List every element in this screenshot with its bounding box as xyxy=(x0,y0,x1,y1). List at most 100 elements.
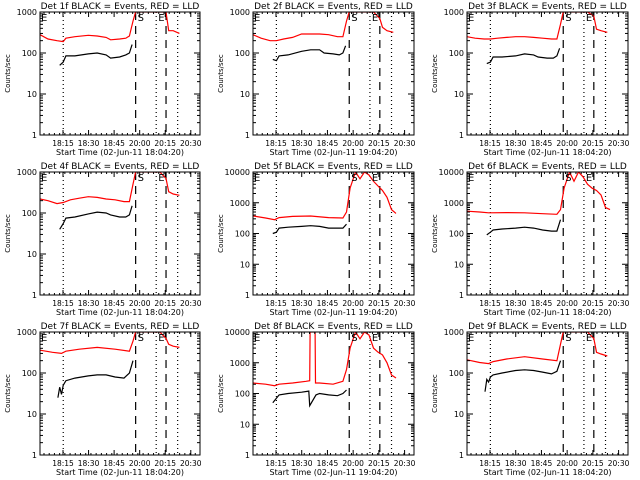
series-lld xyxy=(40,172,180,205)
plot-frame xyxy=(466,11,629,136)
x-tick-label: 18:30 xyxy=(291,299,313,308)
panel-det-9: 1 10 100 1000 18:15 18:30 18:45 20:00 20:15 20:30… xyxy=(431,322,630,477)
x-tick-label: 18:30 xyxy=(505,459,527,468)
event-marker-label: E xyxy=(41,333,47,344)
series-events xyxy=(57,360,134,398)
x-tick-label: 20:30 xyxy=(608,459,630,468)
x-tick-label: 18:15 xyxy=(52,299,74,308)
plot-frame xyxy=(466,331,629,456)
y-tick-label: 1000 xyxy=(17,328,37,337)
y-tick-label: 1 xyxy=(459,451,464,460)
event-marker-label: E xyxy=(41,173,47,184)
event-marker-label: E xyxy=(158,173,164,184)
y-tick-label: 1000 xyxy=(230,359,250,368)
panel-title: Det 6f BLACK = Events, RED = LLD xyxy=(468,162,627,172)
y-tick-label: 1000 xyxy=(444,328,464,337)
plot-frame xyxy=(39,171,201,296)
x-tick-label: 18:45 xyxy=(103,459,125,468)
y-tick-label: 10 xyxy=(27,90,37,99)
x-axis-label: Start Time (02-Jun-11 19:04:20) xyxy=(270,308,398,317)
event-marker-label: S xyxy=(565,173,571,184)
event-marker-label: E xyxy=(254,173,260,184)
event-marker-label: E xyxy=(372,333,378,344)
x-tick-label: 18:30 xyxy=(505,139,527,148)
panel-title: Det 9f BLACK = Events, RED = LLD xyxy=(468,322,627,332)
x-tick-label: 18:15 xyxy=(265,459,287,468)
series-lld xyxy=(253,332,397,387)
y-tick-label: 1000 xyxy=(444,199,464,208)
event-marker-label: E xyxy=(468,13,474,24)
y-tick-label: 10 xyxy=(27,250,37,259)
y-tick-label: 1 xyxy=(32,451,37,460)
event-marker-label: E xyxy=(372,13,378,24)
plot-frame xyxy=(466,171,629,296)
event-marker-label: E xyxy=(254,333,260,344)
x-tick-label: 20:30 xyxy=(180,139,202,148)
plot-frame xyxy=(252,331,415,456)
event-marker-label: E xyxy=(586,173,592,184)
x-tick-label: 20:15 xyxy=(154,139,176,148)
panel-title: Det 5f BLACK = Events, RED = LLD xyxy=(254,162,413,172)
panel-det-8: 1 10 100 1000 10000 18:15 18:30 18:45 20:00 20:15… xyxy=(217,322,416,477)
x-tick-label: 20:00 xyxy=(342,459,364,468)
panel-det-7: 1 10 100 1000 18:15 18:30 18:45 20:00 20:15 20:30… xyxy=(4,322,202,477)
x-tick-label: 20:30 xyxy=(394,299,416,308)
panel-det-2: 1 10 100 1000 18:15 18:30 18:45 20:00 20:15 20:30… xyxy=(217,2,416,157)
x-tick-label: 20:30 xyxy=(180,459,202,468)
plot-frame xyxy=(252,171,415,296)
y-tick-label: 100 xyxy=(235,230,250,239)
series-events xyxy=(59,205,133,230)
x-tick-label: 20:00 xyxy=(556,299,578,308)
event-marker-label: E xyxy=(158,333,164,344)
x-tick-label: 18:45 xyxy=(103,139,125,148)
series-lld xyxy=(40,12,180,43)
x-tick-label: 18:45 xyxy=(531,139,553,148)
x-tick-label: 18:45 xyxy=(531,459,553,468)
y-tick-label: 1000 xyxy=(230,8,250,17)
series-events xyxy=(59,44,133,66)
x-tick-label: 18:45 xyxy=(317,459,339,468)
x-tick-label: 20:15 xyxy=(582,459,604,468)
y-tick-label: 1000 xyxy=(17,168,37,177)
series-lld xyxy=(253,172,397,221)
series-lld xyxy=(253,12,394,42)
x-tick-label: 18:15 xyxy=(265,139,287,148)
x-tick-label: 18:15 xyxy=(52,139,74,148)
panel-det-3: 1 10 100 1000 18:15 18:30 18:45 20:00 20:15 20:30… xyxy=(431,2,630,157)
series-lld xyxy=(40,332,180,355)
y-axis-label: Counts/sec xyxy=(4,214,12,253)
series-events xyxy=(272,389,347,408)
y-axis-label: Counts/sec xyxy=(4,374,12,413)
y-tick-label: 100 xyxy=(449,230,464,239)
panel-det-1: 1 10 100 1000 18:15 18:30 18:45 20:00 20:15 20:30… xyxy=(4,2,202,157)
x-axis-label: Start Time (02-Jun-11 18:04:20) xyxy=(56,308,184,317)
x-axis-label: Start Time (02-Jun-11 19:04:20) xyxy=(270,468,398,477)
series-events xyxy=(272,223,347,235)
series-events xyxy=(484,360,562,392)
event-marker-label: E xyxy=(586,333,592,344)
panel-title: Det 7f BLACK = Events, RED = LLD xyxy=(41,322,200,332)
x-tick-label: 20:15 xyxy=(154,299,176,308)
x-tick-label: 20:30 xyxy=(608,299,630,308)
y-tick-label: 100 xyxy=(449,369,464,378)
x-tick-label: 18:30 xyxy=(291,139,313,148)
panel-det-5: 1 10 100 1000 10000 18:15 18:30 18:45 20:00 20:15… xyxy=(217,162,416,317)
y-tick-label: 100 xyxy=(449,49,464,58)
event-marker-label: S xyxy=(138,333,144,344)
series-events xyxy=(486,48,561,65)
x-axis-label: Start Time (02-Jun-11 18:04:20) xyxy=(56,468,184,477)
x-tick-label: 20:00 xyxy=(129,299,151,308)
event-marker-label: E xyxy=(372,173,378,184)
y-tick-label: 100 xyxy=(22,49,37,58)
x-tick-label: 20:00 xyxy=(342,299,364,308)
panel-title: Det 3f BLACK = Events, RED = LLD xyxy=(468,2,627,12)
y-tick-label: 10 xyxy=(454,90,464,99)
x-axis-label: Start Time (02-Jun-11 18:04:20) xyxy=(484,308,612,317)
series-lld xyxy=(467,172,611,215)
y-tick-label: 1 xyxy=(245,131,250,140)
y-tick-label: 1 xyxy=(32,291,37,300)
event-marker-label: S xyxy=(138,173,144,184)
x-tick-label: 20:00 xyxy=(129,459,151,468)
x-tick-label: 20:30 xyxy=(394,139,416,148)
